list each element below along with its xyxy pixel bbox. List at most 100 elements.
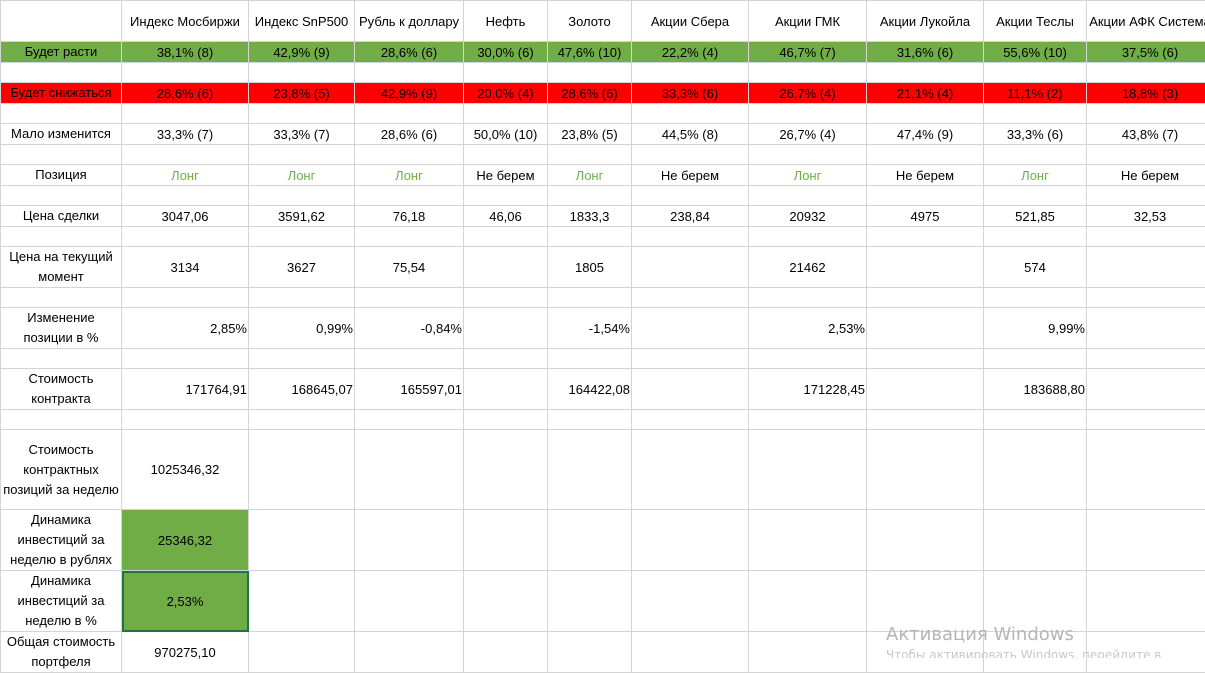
value-cell[interactable]: Не берем [867, 165, 984, 186]
empty-cell[interactable] [548, 349, 632, 369]
empty-cell[interactable] [355, 145, 464, 165]
value-cell[interactable]: 33,3% (7) [249, 124, 355, 145]
empty-cell[interactable] [1, 288, 122, 308]
empty-cell[interactable] [464, 410, 548, 430]
empty-cell[interactable] [548, 186, 632, 206]
empty-cell[interactable] [548, 227, 632, 247]
value-cell[interactable] [632, 308, 749, 349]
empty-cell[interactable] [632, 510, 749, 571]
value-cell[interactable]: 26,7% (4) [749, 124, 867, 145]
value-cell[interactable]: 46,06 [464, 206, 548, 227]
value-cell[interactable] [1087, 369, 1205, 410]
column-header[interactable]: Акции Лукойла [867, 1, 984, 42]
value-cell[interactable]: 47,6% (10) [548, 42, 632, 63]
row-label[interactable]: Цена на текущий момент [1, 247, 122, 288]
value-cell[interactable]: 28,6% (6) [355, 124, 464, 145]
empty-cell[interactable] [464, 63, 548, 83]
empty-cell[interactable] [464, 145, 548, 165]
empty-cell[interactable] [464, 430, 548, 510]
empty-cell[interactable] [548, 288, 632, 308]
value-cell[interactable]: 3591,62 [249, 206, 355, 227]
empty-cell[interactable] [632, 63, 749, 83]
column-header[interactable]: Рубль к доллару [355, 1, 464, 42]
value-cell[interactable]: 47,4% (9) [867, 124, 984, 145]
empty-cell[interactable] [355, 410, 464, 430]
corner-cell[interactable] [1, 1, 122, 42]
empty-cell[interactable] [464, 632, 548, 673]
empty-cell[interactable] [548, 410, 632, 430]
row-label[interactable]: Стоимость контракта [1, 369, 122, 410]
empty-cell[interactable] [867, 145, 984, 165]
empty-cell[interactable] [1, 63, 122, 83]
empty-cell[interactable] [249, 571, 355, 632]
empty-cell[interactable] [632, 571, 749, 632]
row-label[interactable]: Цена сделки [1, 206, 122, 227]
empty-cell[interactable] [632, 145, 749, 165]
empty-cell[interactable] [249, 227, 355, 247]
row-label[interactable]: Общая стоимость портфеля [1, 632, 122, 673]
value-cell[interactable]: 23,8% (5) [249, 83, 355, 104]
empty-cell[interactable] [1087, 227, 1205, 247]
empty-cell[interactable] [122, 63, 249, 83]
empty-cell[interactable] [867, 349, 984, 369]
value-cell[interactable]: Лонг [355, 165, 464, 186]
empty-cell[interactable] [548, 571, 632, 632]
empty-cell[interactable] [632, 288, 749, 308]
empty-cell[interactable] [984, 227, 1087, 247]
empty-cell[interactable] [548, 145, 632, 165]
empty-cell[interactable] [355, 571, 464, 632]
value-cell[interactable]: 26,7% (4) [749, 83, 867, 104]
column-header[interactable]: Акции ГМК [749, 1, 867, 42]
value-cell[interactable]: 168645,07 [249, 369, 355, 410]
empty-cell[interactable] [1087, 145, 1205, 165]
value-cell[interactable]: 9,99% [984, 308, 1087, 349]
column-header[interactable]: Золото [548, 1, 632, 42]
empty-cell[interactable] [867, 227, 984, 247]
row-label[interactable]: Динамика инвестиций за неделю в % [1, 571, 122, 632]
value-cell[interactable]: 3134 [122, 247, 249, 288]
value-cell[interactable]: 21462 [749, 247, 867, 288]
empty-cell[interactable] [867, 104, 984, 124]
empty-cell[interactable] [1087, 410, 1205, 430]
empty-cell[interactable] [249, 632, 355, 673]
empty-cell[interactable] [984, 145, 1087, 165]
column-header[interactable]: Акции Теслы [984, 1, 1087, 42]
value-cell[interactable]: 22,2% (4) [632, 42, 749, 63]
empty-cell[interactable] [984, 104, 1087, 124]
row-label[interactable]: Мало изменится [1, 124, 122, 145]
value-cell[interactable]: 37,5% (6) [1087, 42, 1205, 63]
empty-cell[interactable] [867, 410, 984, 430]
empty-cell[interactable] [355, 430, 464, 510]
empty-cell[interactable] [1, 145, 122, 165]
value-cell[interactable]: 970275,10 [122, 632, 249, 673]
empty-cell[interactable] [122, 145, 249, 165]
empty-cell[interactable] [749, 571, 867, 632]
empty-cell[interactable] [749, 145, 867, 165]
empty-cell[interactable] [1087, 430, 1205, 510]
empty-cell[interactable] [249, 186, 355, 206]
value-cell[interactable]: 44,5% (8) [632, 124, 749, 145]
value-cell[interactable]: 164422,08 [548, 369, 632, 410]
empty-cell[interactable] [867, 63, 984, 83]
value-cell[interactable]: 11,1% (2) [984, 83, 1087, 104]
value-cell[interactable]: Лонг [249, 165, 355, 186]
value-cell[interactable]: 43,8% (7) [1087, 124, 1205, 145]
empty-cell[interactable] [355, 288, 464, 308]
value-cell[interactable]: 30,0% (6) [464, 42, 548, 63]
empty-cell[interactable] [464, 571, 548, 632]
empty-cell[interactable] [749, 63, 867, 83]
value-cell[interactable]: 20,0% (4) [464, 83, 548, 104]
empty-cell[interactable] [548, 104, 632, 124]
empty-cell[interactable] [122, 349, 249, 369]
value-cell[interactable]: 55,6% (10) [984, 42, 1087, 63]
value-cell[interactable]: 33,3% (6) [984, 124, 1087, 145]
empty-cell[interactable] [1, 104, 122, 124]
value-cell[interactable]: 2,85% [122, 308, 249, 349]
value-cell[interactable]: 21,1% (4) [867, 83, 984, 104]
empty-cell[interactable] [867, 430, 984, 510]
value-cell[interactable]: Не берем [1087, 165, 1205, 186]
value-cell[interactable]: Не берем [632, 165, 749, 186]
column-header[interactable]: Акции Сбера [632, 1, 749, 42]
value-cell[interactable] [464, 369, 548, 410]
value-cell[interactable]: 46,7% (7) [749, 42, 867, 63]
